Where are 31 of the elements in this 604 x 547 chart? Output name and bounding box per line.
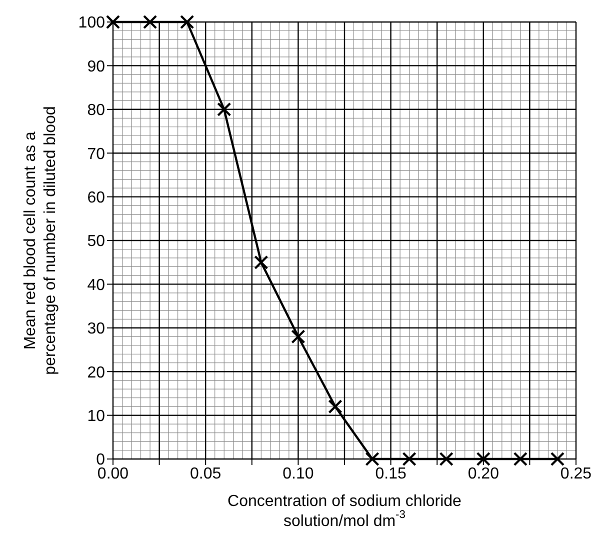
point bbox=[513, 452, 528, 466]
x-tick-label: 0.10 bbox=[282, 465, 314, 482]
x-tick-label: 0.25 bbox=[560, 465, 592, 482]
x-tick-label: 0.20 bbox=[468, 465, 500, 482]
y-tick-label: 50 bbox=[87, 233, 106, 250]
point bbox=[476, 452, 490, 466]
point bbox=[254, 255, 268, 270]
x-tick-label: 0.05 bbox=[190, 465, 222, 482]
y-tick-label: 80 bbox=[87, 102, 106, 120]
point bbox=[106, 14, 120, 30]
y-tick-label: 20 bbox=[87, 364, 106, 382]
y-tick-label: 90 bbox=[87, 58, 106, 76]
x-axis-title: Concentration of sodium chloride solution/mol dm$^{-3}$ bbox=[228, 492, 462, 530]
y-tick-label: 10 bbox=[87, 408, 106, 425]
x-tick-label: 0.15 bbox=[375, 465, 406, 482]
point bbox=[180, 14, 194, 30]
x-tick-label: 0.00 bbox=[97, 465, 129, 482]
point bbox=[291, 330, 306, 344]
y-tick-label: 100 bbox=[78, 14, 106, 32]
y-tick-label: 70 bbox=[87, 146, 106, 163]
y-tick-label: 40 bbox=[87, 276, 106, 294]
y-axis-title: Mean red blood cell count as a percentage of number in diluted blood bbox=[22, 106, 58, 375]
point bbox=[550, 452, 565, 466]
point bbox=[328, 399, 342, 414]
point bbox=[402, 452, 416, 466]
y-tick-label: 30 bbox=[87, 320, 106, 338]
point bbox=[142, 14, 158, 30]
point bbox=[439, 452, 454, 466]
y-tick-label: 60 bbox=[87, 189, 106, 206]
point bbox=[365, 452, 380, 466]
point bbox=[217, 102, 232, 116]
